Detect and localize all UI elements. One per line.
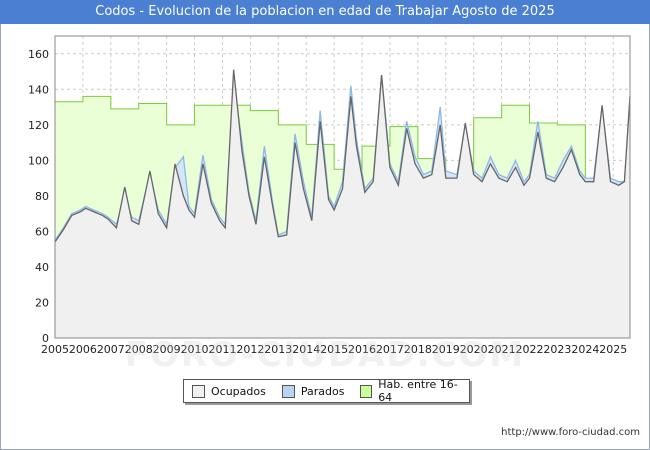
- x-tick-label: 2016: [348, 343, 376, 356]
- axes: 0 20 40 60 80 100 120 140 160 2005 2006 2007 2008 200…: [28, 35, 631, 356]
- legend-item-ocupados: Ocupados: [192, 384, 266, 398]
- series-ocupados-area: [55, 69, 630, 339]
- y-tick-label: 60: [35, 225, 49, 238]
- x-tick-label: 2013: [264, 343, 292, 356]
- source-url[interactable]: http://www.foro-ciudad.com: [501, 427, 640, 438]
- x-tick-label: 2007: [97, 343, 125, 356]
- x-tick-label: 2023: [543, 343, 571, 356]
- series-ocupados-line: [54, 69, 631, 243]
- y-tick-label: 0: [42, 332, 49, 345]
- x-tick-label: 2017: [376, 343, 404, 356]
- x-tick-label: 2010: [181, 343, 209, 356]
- legend-item-hab: Hab. entre 16-64: [360, 378, 461, 404]
- x-tick-label: 2022: [516, 343, 544, 356]
- y-tick-label: 140: [28, 83, 49, 96]
- y-tick-label: 120: [28, 119, 49, 132]
- x-tick-label: 2021: [488, 343, 516, 356]
- legend-label-parados: Parados: [300, 384, 345, 398]
- legend: Ocupados Parados Hab. entre 16-64: [183, 378, 470, 404]
- legend-swatch-parados: [281, 384, 295, 398]
- x-tick-label: 2005: [41, 343, 69, 356]
- legend-swatch-ocupados: [192, 384, 205, 398]
- x-tick-label: 2011: [208, 343, 236, 356]
- x-tick-label: 2009: [153, 343, 181, 356]
- y-tick-label: 80: [35, 190, 49, 203]
- y-tick-label: 100: [28, 154, 49, 167]
- x-tick-label: 2018: [404, 343, 432, 356]
- legend-label-ocupados: Ocupados: [211, 384, 266, 398]
- x-tick-label: 2020: [460, 343, 488, 356]
- x-tick-label: 2019: [432, 343, 460, 356]
- x-tick-label: 2012: [236, 343, 264, 356]
- x-tick-label: 2025: [599, 343, 627, 356]
- y-tick-label: 40: [35, 261, 49, 274]
- y-tick-label: 20: [35, 296, 49, 309]
- x-tick-label: 2006: [69, 343, 97, 356]
- plot-border: [54, 35, 631, 339]
- x-tick-label: 2015: [320, 343, 348, 356]
- legend-label-hab: Hab. entre 16-64: [378, 378, 458, 404]
- chart-title: Codos - Evolucion de la poblacion en eda…: [0, 0, 650, 24]
- watermark: FORO-CIUDAD.COM: [124, 335, 526, 375]
- y-tick-label: 160: [28, 48, 49, 61]
- series-areas: [54, 69, 631, 339]
- legend-swatch-hab: [360, 384, 373, 398]
- legend-item-parados: Parados: [281, 384, 345, 398]
- x-tick-label: 2014: [292, 343, 320, 356]
- x-tick-label: 2024: [571, 343, 599, 356]
- x-tick-label: 2008: [125, 343, 153, 356]
